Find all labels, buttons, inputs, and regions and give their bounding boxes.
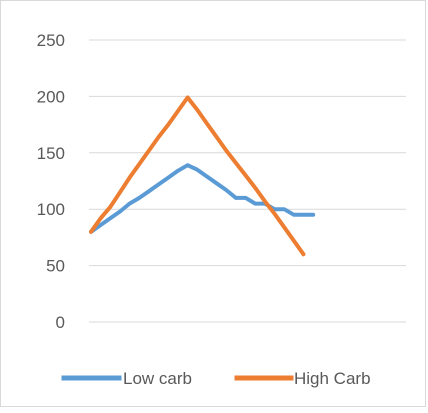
y-tick-label-250: 250: [37, 31, 65, 50]
y-tick-label-50: 50: [46, 257, 65, 276]
legend-label-low-carb: Low carb: [123, 369, 192, 388]
y-tick-label-100: 100: [37, 200, 65, 219]
series-lines: [89, 95, 316, 257]
legend-label-high-carb: High Carb: [294, 369, 371, 388]
y-axis-ticks: 250 200 150 100 50 0: [37, 31, 65, 332]
y-tick-label-200: 200: [37, 87, 65, 106]
y-tick-label-0: 0: [56, 313, 65, 332]
y-tick-label-150: 150: [37, 144, 65, 163]
series-line-low-carb: [89, 163, 316, 234]
series-line-high-carb: [89, 95, 306, 257]
gridlines: [89, 39, 406, 323]
legend: Low carb High Carb: [61, 369, 371, 388]
